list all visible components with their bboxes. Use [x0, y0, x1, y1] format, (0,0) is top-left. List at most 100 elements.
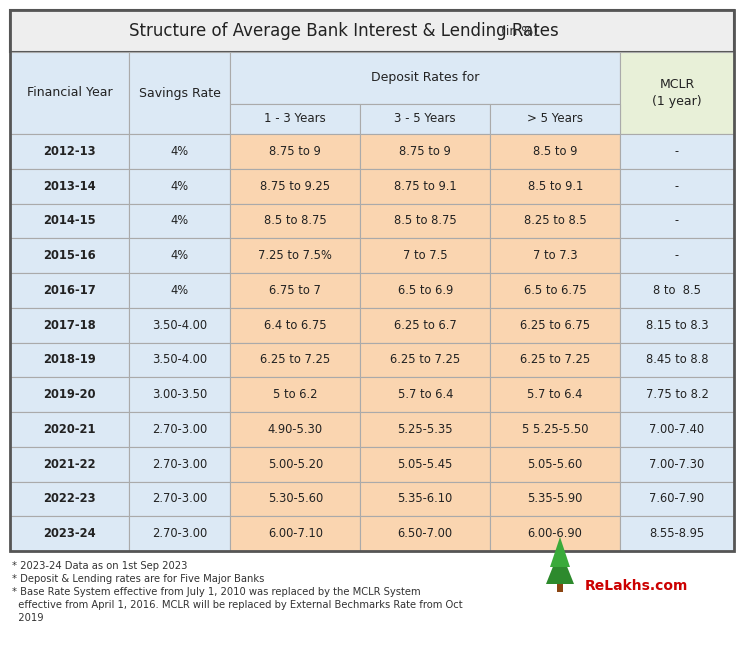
Text: 6.50-7.00: 6.50-7.00	[398, 527, 453, 540]
Text: 8.75 to 9.25: 8.75 to 9.25	[260, 180, 330, 193]
Bar	[10, 482, 129, 516]
Bar	[231, 447, 360, 482]
Bar	[360, 134, 490, 169]
Bar	[360, 169, 490, 204]
Bar	[360, 482, 490, 516]
Text: 8.75 to 9: 8.75 to 9	[269, 145, 321, 158]
Text: 2022-23: 2022-23	[43, 493, 96, 506]
Text: 6.4 to 6.75: 6.4 to 6.75	[264, 319, 327, 332]
Text: 2.70-3.00: 2.70-3.00	[153, 493, 208, 506]
Bar	[10, 273, 129, 308]
Bar	[10, 308, 129, 343]
Text: -: -	[675, 214, 679, 227]
Text: 5.30-5.60: 5.30-5.60	[268, 493, 323, 506]
Text: 8.75 to 9: 8.75 to 9	[400, 145, 451, 158]
Text: 7.25 to 7.5%: 7.25 to 7.5%	[258, 249, 333, 262]
Text: Structure of Average Bank Interest & Lending Rates: Structure of Average Bank Interest & Len…	[129, 22, 559, 40]
Bar	[231, 238, 360, 273]
Bar	[620, 169, 734, 204]
Bar	[10, 377, 129, 412]
Bar	[360, 516, 490, 551]
Bar	[10, 516, 129, 551]
Text: MCLR
(1 year): MCLR (1 year)	[652, 77, 702, 108]
Text: 2012-13: 2012-13	[43, 145, 96, 158]
Polygon shape	[550, 537, 570, 567]
Bar	[620, 273, 734, 308]
Text: 6.25 to 7.25: 6.25 to 7.25	[390, 353, 461, 367]
Text: 2.70-3.00: 2.70-3.00	[153, 458, 208, 471]
Bar	[129, 134, 231, 169]
Text: 8.45 to 8.8: 8.45 to 8.8	[646, 353, 708, 367]
Bar	[620, 482, 734, 516]
Bar	[231, 377, 360, 412]
Text: 7.60-7.90: 7.60-7.90	[650, 493, 705, 506]
Bar	[360, 412, 490, 447]
Text: 5.25-5.35: 5.25-5.35	[397, 423, 453, 436]
Bar	[360, 447, 490, 482]
Bar	[557, 584, 563, 592]
Bar	[620, 447, 734, 482]
Text: 5.05-5.45: 5.05-5.45	[397, 458, 453, 471]
Text: 7.00-7.40: 7.00-7.40	[650, 423, 705, 436]
Text: 3 - 5 Years: 3 - 5 Years	[394, 112, 456, 125]
Bar	[231, 134, 360, 169]
Text: 2021-22: 2021-22	[43, 458, 96, 471]
Bar	[231, 52, 620, 104]
Text: 6.25 to 7.25: 6.25 to 7.25	[260, 353, 330, 367]
Text: 2020-21: 2020-21	[43, 423, 96, 436]
Text: 2.70-3.00: 2.70-3.00	[153, 423, 208, 436]
Bar	[490, 134, 620, 169]
Text: Deposit Rates for: Deposit Rates for	[371, 71, 479, 84]
Bar	[10, 238, 129, 273]
Bar	[10, 447, 129, 482]
Text: 8.5 to 8.75: 8.5 to 8.75	[264, 214, 327, 227]
Bar	[620, 204, 734, 238]
Bar	[129, 52, 231, 134]
Text: 7.00-7.30: 7.00-7.30	[650, 458, 705, 471]
Bar	[620, 238, 734, 273]
Bar	[129, 204, 231, 238]
Text: -: -	[675, 249, 679, 262]
Bar	[231, 204, 360, 238]
Text: 8.5 to 8.75: 8.5 to 8.75	[394, 214, 457, 227]
Bar	[231, 412, 360, 447]
Text: -: -	[675, 180, 679, 193]
Text: ReLakhs.com: ReLakhs.com	[585, 579, 688, 593]
Text: 6.75 to 7: 6.75 to 7	[269, 284, 321, 297]
Bar	[490, 412, 620, 447]
Bar	[231, 273, 360, 308]
Bar	[129, 412, 231, 447]
Bar	[490, 482, 620, 516]
Bar	[490, 238, 620, 273]
Text: 5.7 to 6.4: 5.7 to 6.4	[527, 388, 583, 401]
Text: 6.25 to 7.25: 6.25 to 7.25	[520, 353, 590, 367]
Text: 6.25 to 6.75: 6.25 to 6.75	[520, 319, 590, 332]
Bar	[231, 482, 360, 516]
Text: 2014-15: 2014-15	[43, 214, 96, 227]
Bar	[231, 343, 360, 377]
Bar	[10, 10, 734, 551]
Bar	[10, 52, 129, 134]
Bar	[490, 104, 620, 134]
Bar	[231, 104, 360, 134]
Bar	[360, 238, 490, 273]
Bar	[490, 204, 620, 238]
Text: 8.5 to 9: 8.5 to 9	[533, 145, 577, 158]
Text: 3.50-4.00: 3.50-4.00	[153, 353, 208, 367]
Text: 6.00-7.10: 6.00-7.10	[268, 527, 323, 540]
Bar	[129, 377, 231, 412]
Bar	[10, 169, 129, 204]
Text: 7 to 7.5: 7 to 7.5	[403, 249, 448, 262]
Bar	[490, 308, 620, 343]
Bar	[129, 482, 231, 516]
Bar	[129, 343, 231, 377]
Bar	[620, 343, 734, 377]
Text: 8.25 to 8.5: 8.25 to 8.5	[524, 214, 586, 227]
Bar	[620, 516, 734, 551]
Bar	[231, 169, 360, 204]
Text: 6.5 to 6.9: 6.5 to 6.9	[397, 284, 453, 297]
Bar	[620, 377, 734, 412]
Text: 2019: 2019	[12, 613, 44, 623]
Bar	[129, 273, 231, 308]
Text: 4%: 4%	[171, 145, 189, 158]
